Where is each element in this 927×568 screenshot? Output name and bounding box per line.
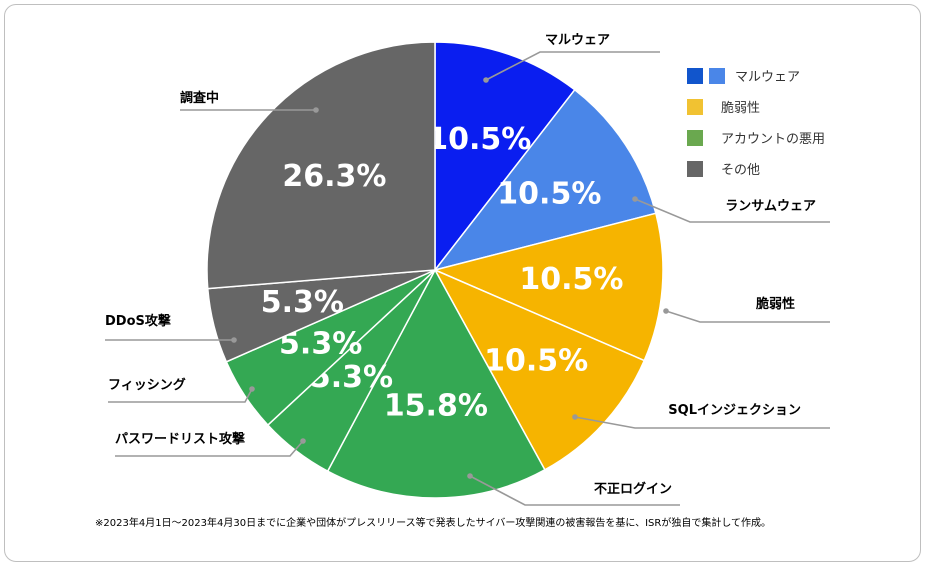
legend-swatch-account-abuse	[687, 129, 703, 146]
slice-value-label: 10.5%	[519, 262, 623, 297]
slice-category-label: DDoS攻撃	[105, 313, 171, 329]
leader-dot	[632, 196, 638, 202]
legend-item-account-abuse: アカウントの悪用	[687, 122, 825, 153]
legend-label: 脆弱性	[721, 101, 761, 116]
slice-value-label: 10.5%	[427, 122, 531, 157]
pie-slice	[434, 41, 576, 273]
slice-value-label: 10.5%	[484, 344, 588, 379]
legend-item-vulnerability: 脆弱性	[687, 91, 825, 122]
leader-line	[634, 198, 830, 223]
pie-slice	[326, 268, 546, 499]
legend-label: マルウェア	[735, 70, 801, 85]
slice-category-label: 調査中	[180, 90, 219, 106]
legend-item-other: その他	[687, 153, 825, 184]
slice-category-label: マルウェア	[545, 33, 610, 48]
legend-label: その他	[721, 163, 761, 178]
slice-category-label: 脆弱性	[755, 296, 795, 312]
slice-category-label: パスワードリスト攻撃	[115, 431, 245, 447]
legend-label: アカウントの悪用	[721, 132, 826, 147]
footnote: ※2023年4月1日～2023年4月30日までに企業や団体がプレスリリース等で発…	[95, 518, 772, 529]
slice-value-label: 26.3%	[282, 159, 386, 194]
leader-dot	[572, 414, 578, 420]
pie-slice	[433, 88, 657, 272]
pie-slice	[432, 212, 664, 362]
legend-swatch-malware-light	[709, 67, 725, 84]
legend-item-malware: マルウェア	[687, 60, 825, 91]
leader-dot	[313, 107, 319, 113]
leader-line	[108, 388, 253, 403]
slice-category-label: フィッシング	[108, 377, 186, 393]
leader-dot	[300, 438, 306, 444]
pie-slice	[206, 41, 436, 290]
leader-line	[485, 51, 660, 81]
slice-value-label: 10.5%	[497, 176, 601, 211]
leader-line	[665, 310, 830, 323]
chart-frame	[4, 4, 921, 562]
leader-line	[574, 416, 830, 429]
leader-line	[115, 440, 304, 457]
leader-line	[469, 475, 680, 506]
leader-dot	[483, 77, 489, 83]
slice-value-label: 5.3%	[261, 285, 344, 320]
leader-dot	[249, 386, 255, 392]
slice-value-label: 15.8%	[384, 388, 488, 423]
legend: マルウェア 脆弱性 アカウントの悪用 その他	[687, 60, 825, 184]
leader-dot	[231, 337, 237, 343]
legend-swatch-malware-dark	[687, 67, 703, 84]
legend-swatch-other	[687, 160, 703, 177]
legend-swatch-vulnerability	[687, 98, 703, 115]
slice-category-label: SQLインジェクション	[668, 403, 801, 418]
leader-dot	[663, 308, 669, 314]
leader-dot	[467, 473, 473, 479]
slice-category-label: ランサムウェア	[725, 199, 816, 214]
slice-category-label: 不正ログイン	[594, 481, 672, 497]
